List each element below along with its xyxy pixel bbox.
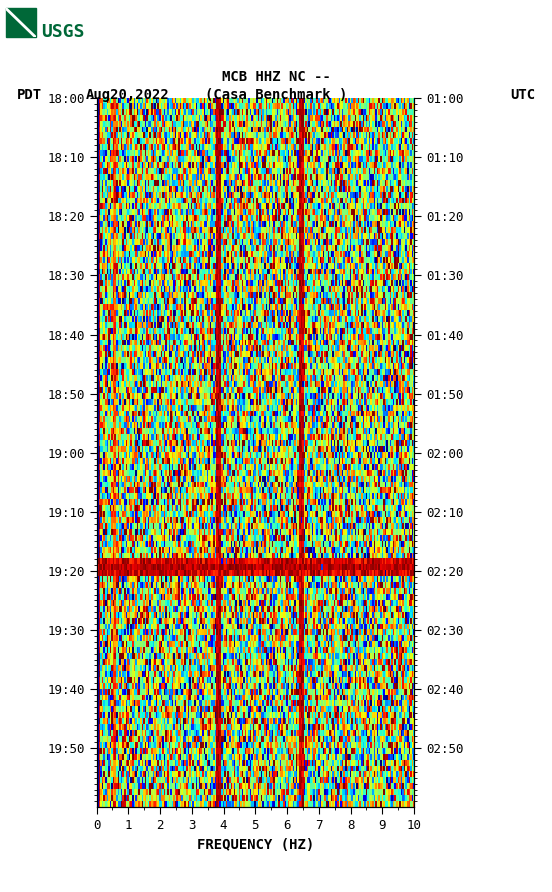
X-axis label: FREQUENCY (HZ): FREQUENCY (HZ): [197, 838, 314, 852]
Text: PDT: PDT: [17, 87, 42, 102]
Text: UTC: UTC: [510, 87, 535, 102]
Text: USGS: USGS: [41, 22, 85, 41]
Text: (Casa Benchmark ): (Casa Benchmark ): [205, 87, 347, 102]
Text: Aug20,2022: Aug20,2022: [86, 87, 169, 102]
Text: MCB HHZ NC --: MCB HHZ NC --: [221, 70, 331, 84]
